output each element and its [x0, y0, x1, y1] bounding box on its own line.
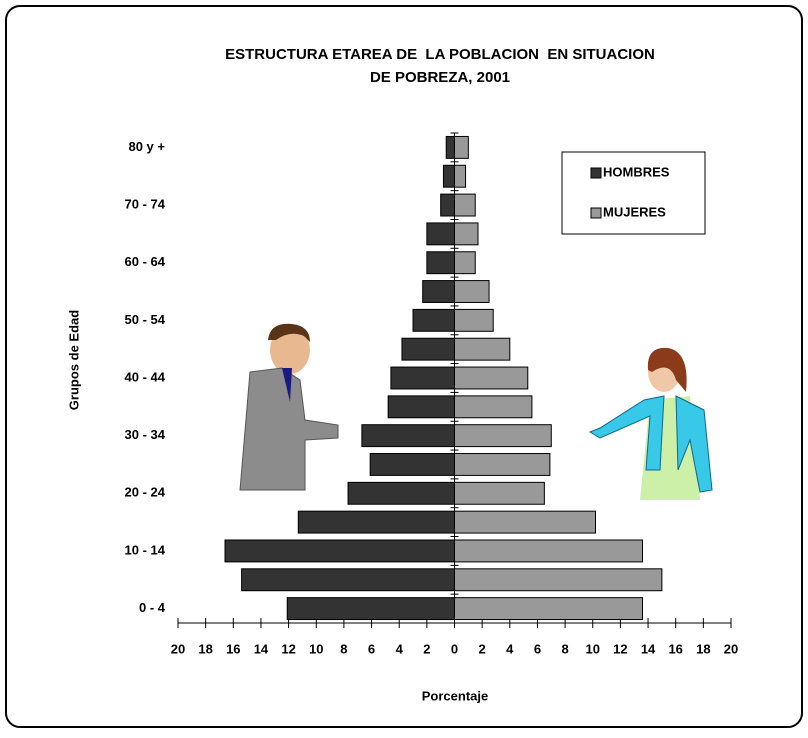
legend-swatch [591, 208, 601, 218]
x-tick-label: 16 [668, 641, 682, 656]
x-tick-label: 10 [586, 641, 600, 656]
y-tick-label: 60 - 64 [125, 254, 166, 269]
bar [423, 281, 455, 303]
bar [455, 482, 545, 504]
x-tick-label: 12 [613, 641, 627, 656]
y-tick-label: 50 - 54 [125, 312, 166, 327]
bar [348, 482, 454, 504]
bar [455, 396, 532, 418]
x-tick-label: 4 [396, 641, 404, 656]
x-tick-label: 14 [254, 641, 269, 656]
bar [455, 511, 596, 533]
bar [391, 367, 455, 389]
x-tick-label: 0 [451, 641, 458, 656]
bar [413, 309, 454, 331]
bar [287, 598, 454, 620]
x-tick-label: 6 [368, 641, 375, 656]
chart: ESTRUCTURA ETAREA DE LA POBLACION EN SIT… [0, 0, 808, 733]
y-tick-label: 0 - 4 [139, 600, 166, 615]
bar [455, 194, 476, 216]
y-tick-label: 20 - 24 [125, 485, 166, 500]
x-tick-label: 2 [423, 641, 430, 656]
bar [455, 569, 662, 591]
chart-title: ESTRUCTURA ETAREA DE LA POBLACION EN SIT… [225, 46, 655, 63]
x-tick-label: 18 [696, 641, 710, 656]
bar [370, 454, 454, 476]
bar [427, 223, 455, 245]
bar [441, 194, 455, 216]
x-tick-label: 14 [641, 641, 656, 656]
x-tick-label: 16 [226, 641, 240, 656]
x-tick-label: 20 [724, 641, 738, 656]
bar [455, 367, 528, 389]
y-tick-label: 70 - 74 [125, 196, 166, 211]
x-tick-label: 8 [340, 641, 347, 656]
legend-swatch [591, 168, 601, 178]
bar [455, 598, 643, 620]
bar [455, 223, 479, 245]
x-axis-label: Porcentaje [422, 688, 488, 703]
bar [455, 540, 643, 562]
bar [298, 511, 454, 533]
y-tick-label: 40 - 44 [125, 369, 166, 384]
y-axis-label: Grupos de Edad [66, 310, 81, 410]
bar [455, 281, 490, 303]
bar [427, 252, 455, 274]
x-tick-label: 18 [198, 641, 212, 656]
bar [455, 425, 552, 447]
bar [455, 338, 510, 360]
bar [443, 165, 454, 187]
chart-title: DE POBREZA, 2001 [370, 69, 510, 86]
legend-label: HOMBRES [603, 164, 670, 179]
y-tick-label: 10 - 14 [125, 542, 166, 557]
x-tick-label: 6 [534, 641, 541, 656]
y-tick-label: 30 - 34 [125, 427, 166, 442]
x-tick-label: 10 [309, 641, 323, 656]
x-tick-label: 12 [281, 641, 295, 656]
x-tick-label: 8 [561, 641, 568, 656]
bar [455, 165, 466, 187]
legend-label: MUJERES [603, 204, 666, 219]
bar [455, 136, 469, 158]
bar [402, 338, 455, 360]
bar [455, 309, 494, 331]
x-tick-label: 2 [479, 641, 486, 656]
bar [446, 136, 454, 158]
bar [388, 396, 454, 418]
bar [455, 252, 476, 274]
bar [455, 454, 550, 476]
bar [362, 425, 455, 447]
x-tick-label: 4 [506, 641, 514, 656]
y-tick-label: 80 y + [128, 139, 165, 154]
bar [225, 540, 454, 562]
bar [242, 569, 455, 591]
x-tick-label: 20 [171, 641, 185, 656]
